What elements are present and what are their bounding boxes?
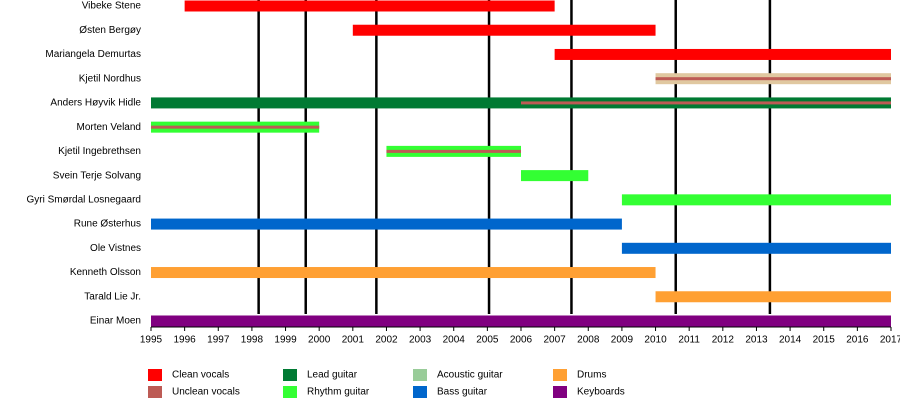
legend-label: Drums — [577, 370, 606, 381]
x-tick-label: 2006 — [510, 335, 533, 346]
secondary-role-stripe — [151, 125, 320, 129]
x-tick-label: 1998 — [241, 335, 264, 346]
member-bar — [352, 24, 656, 36]
member-name: Ole Vistnes — [90, 243, 141, 254]
secondary-role-stripe — [386, 149, 521, 153]
member-name: Tarald Lie Jr. — [84, 291, 141, 302]
x-tick-label: 2017 — [880, 335, 900, 346]
x-tick-label: 2014 — [779, 335, 802, 346]
legend-swatch — [413, 386, 427, 398]
legend-label: Clean vocals — [172, 370, 229, 381]
member-name: Østen Bergøy — [79, 25, 141, 36]
legend-swatch — [553, 386, 567, 398]
legend-swatch — [148, 386, 162, 398]
member-name: Kjetil Ingebrethsen — [58, 146, 141, 157]
member-bar — [521, 170, 589, 182]
x-tick-label: 2009 — [611, 335, 634, 346]
x-tick-label: 2012 — [712, 335, 735, 346]
member-name: Anders Høyvik Hidle — [50, 98, 141, 109]
x-tick-label: 2007 — [544, 335, 567, 346]
x-tick-label: 1997 — [207, 335, 230, 346]
member-name: Rune Østerhus — [74, 219, 141, 230]
x-tick-label: 2016 — [846, 335, 869, 346]
legend-label: Rhythm guitar — [307, 387, 370, 398]
legend-swatch — [283, 386, 297, 398]
member-name: Kenneth Olsson — [70, 267, 141, 278]
member-bar — [151, 315, 891, 327]
x-tick-label: 2005 — [476, 335, 499, 346]
x-tick-label: 2013 — [745, 335, 768, 346]
x-tick-label: 1999 — [274, 335, 297, 346]
legend-label: Bass guitar — [437, 387, 488, 398]
secondary-role-stripe — [521, 101, 891, 105]
member-name: Gyri Smørdal Losnegaard — [27, 194, 142, 205]
member-bar — [621, 242, 891, 254]
member-name: Kjetil Nordhus — [79, 73, 141, 84]
member-bar — [655, 291, 891, 303]
legend-label: Acoustic guitar — [437, 370, 503, 381]
member-bar — [621, 194, 891, 206]
legend-label: Unclean vocals — [172, 387, 240, 398]
legend-label: Lead guitar — [307, 370, 358, 381]
x-tick-label: 1995 — [140, 335, 163, 346]
member-name: Mariangela Demurtas — [45, 49, 141, 60]
x-tick-label: 2015 — [813, 335, 836, 346]
x-tick-label: 2011 — [678, 335, 700, 346]
member-bar — [151, 218, 622, 230]
secondary-role-stripe — [655, 77, 891, 81]
x-tick-label: 2008 — [577, 335, 600, 346]
x-tick-label: 2002 — [375, 335, 398, 346]
member-bar — [184, 0, 555, 12]
x-tick-label: 2001 — [342, 335, 365, 346]
legend-swatch — [283, 369, 297, 381]
legend-swatch — [553, 369, 567, 381]
x-tick-label: 1996 — [174, 335, 197, 346]
x-tick-label: 2003 — [409, 335, 432, 346]
legend-label: Keyboards — [577, 387, 625, 398]
member-name: Vibeke Stene — [82, 1, 142, 12]
member-bar — [151, 267, 656, 279]
member-bar — [554, 48, 891, 60]
x-tick-label: 2000 — [308, 335, 331, 346]
x-tick-label: 2004 — [443, 335, 466, 346]
member-name: Morten Veland — [77, 122, 142, 133]
legend-swatch — [148, 369, 162, 381]
x-tick-label: 2010 — [644, 335, 667, 346]
legend-swatch — [413, 369, 427, 381]
member-name: Svein Terje Solvang — [53, 170, 141, 181]
member-name: Einar Moen — [90, 316, 141, 327]
